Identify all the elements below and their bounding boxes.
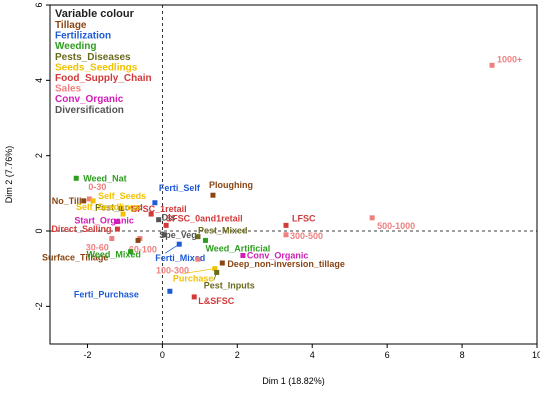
point-label: Ploughing (209, 180, 253, 190)
point-label: Weed_Nat (83, 173, 126, 183)
point-marker (81, 198, 87, 204)
point-marker (114, 219, 120, 225)
legend-entry: Tillage (55, 20, 87, 31)
point-marker (202, 237, 208, 243)
point-marker (135, 237, 141, 243)
x-tick-label: 0 (160, 350, 165, 360)
x-tick-label: 10 (532, 350, 540, 360)
point-label: L&SFSC (198, 296, 235, 306)
x-tick-label: -2 (83, 350, 91, 360)
point-marker (176, 241, 182, 247)
point-label: Conv_Organic (247, 250, 309, 260)
legend-entry: Seeds_Seedlings (55, 62, 138, 73)
legend-entry: Diversification (55, 105, 124, 116)
point-label: 60-100 (129, 245, 157, 255)
point-label: No_Till (52, 196, 82, 206)
point-marker (152, 200, 158, 206)
y-tick-label: -2 (34, 302, 44, 310)
point-label: 100-300 (156, 265, 189, 275)
point-marker (195, 234, 201, 240)
legend-entry: Pests_Diseases (55, 52, 131, 63)
axes: -2 0 2 4 6 8 10 -2 0 2 4 6 (34, 2, 540, 360)
point-marker (73, 175, 79, 181)
legend-entry: Weeding (55, 41, 96, 52)
point-label: Dis (162, 213, 176, 223)
point-label: LFSC (292, 213, 316, 223)
point-label: Surface_Tillage (42, 252, 108, 262)
point-label: Start_Organic (74, 216, 134, 226)
point-marker (86, 196, 92, 202)
point-marker (114, 226, 120, 232)
y-tick-label: 2 (34, 153, 44, 158)
x-tick-label: 2 (235, 350, 240, 360)
point-marker (240, 252, 246, 258)
point-marker (109, 236, 115, 242)
point-marker (219, 260, 225, 266)
point-label: Ferti_Purchase (74, 289, 139, 299)
point-label: Direct_Selling (51, 224, 111, 234)
x-axis-label: Dim 1 (18.82%) (262, 376, 325, 386)
point-marker (210, 192, 216, 198)
reference-lines (50, 5, 537, 344)
point-marker (90, 198, 96, 204)
point-marker (489, 62, 495, 68)
point-marker (128, 249, 134, 255)
legend-entry: Sales (55, 84, 82, 95)
legend-entry: Food_Supply_Chain (55, 73, 152, 84)
point-label: Purchase (173, 274, 214, 284)
x-tick-label: 6 (385, 350, 390, 360)
label-connector (182, 268, 215, 275)
point-marker (283, 222, 289, 228)
point-label: 0-30 (88, 182, 106, 192)
point-marker (214, 269, 220, 275)
point-label: Weed_Artificial (205, 243, 270, 253)
point-marker (167, 288, 173, 294)
y-tick-label: 4 (34, 78, 44, 83)
point-label: Deep_non-inversion_tillage (227, 259, 345, 269)
point-marker (156, 217, 162, 223)
x-tick-label: 4 (310, 350, 315, 360)
point-label: Pest_Local (95, 202, 143, 212)
point-label: 500-1000 (377, 221, 415, 231)
point-label: Pest_Inputs (204, 280, 255, 290)
point-marker (283, 232, 289, 238)
point-marker (163, 222, 169, 228)
point-label: 30-60 (86, 243, 109, 253)
point-marker (148, 211, 154, 217)
legend-title: Variable colour (55, 8, 135, 20)
legend-entry: Conv_Organic (55, 94, 124, 105)
point-label: Pest_Mixed (198, 226, 248, 236)
point-label: Weed_Mixed (87, 250, 141, 260)
point-label: Self_Seedlings (76, 202, 140, 212)
point-label: Ferti_Mixed (155, 253, 205, 263)
point-marker (212, 266, 218, 272)
point-marker (195, 256, 201, 262)
point-marker (120, 211, 126, 217)
y-tick-label: 6 (34, 2, 44, 7)
y-axis-label: Dim 2 (7.76%) (4, 146, 14, 204)
legend-entry: Fertilization (55, 31, 111, 42)
legend: Variable colourTillageFertilizationWeedi… (55, 8, 152, 116)
point-label: SFSC_1retail (131, 204, 187, 214)
y-tick-label: 0 (34, 228, 44, 233)
point-marker (191, 294, 197, 300)
point-marker (369, 215, 375, 221)
x-tick-label: 8 (460, 350, 465, 360)
plot-frame (49, 4, 538, 345)
point-marker (161, 232, 167, 238)
point-label: Self_Seeds (98, 191, 146, 201)
point-label: Spe_Veg (159, 230, 197, 240)
point-label: Ferti_Self (159, 183, 201, 193)
point-label: 1000+ (497, 54, 522, 64)
point-label: 300-500 (290, 231, 323, 241)
point-marker (118, 205, 124, 211)
point-label: SFSC_0and1retail (166, 213, 243, 223)
